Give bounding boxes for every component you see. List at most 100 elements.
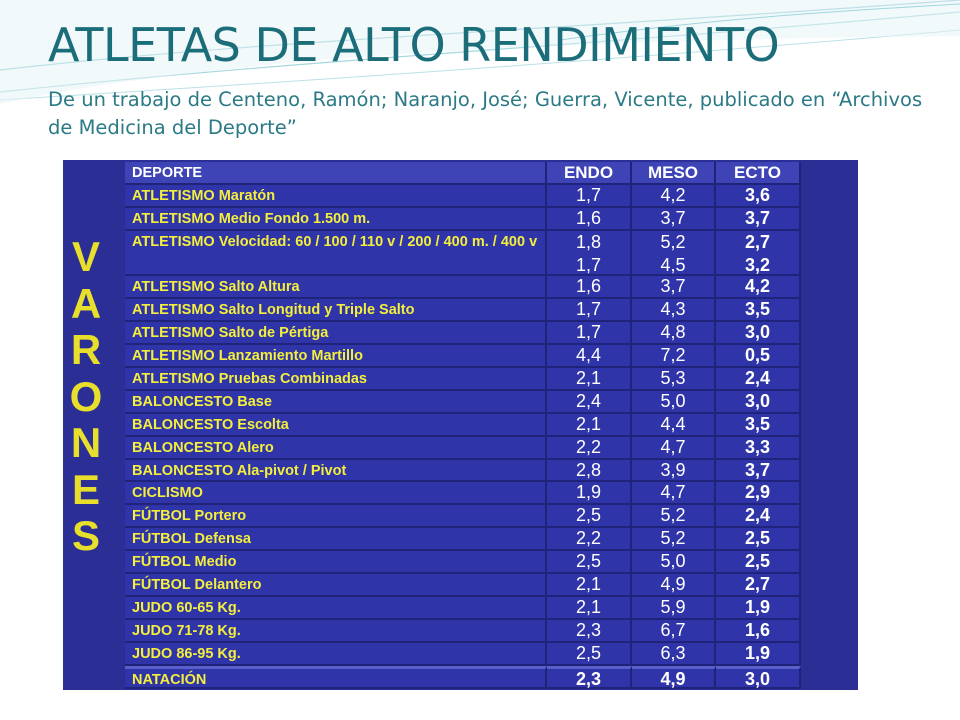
- endo-cell: 1,7: [547, 322, 632, 346]
- endo-cell: 2,5: [547, 551, 632, 575]
- sport-cell: NATACIÓN: [125, 665, 547, 689]
- ecto-cell: 3,7: [716, 207, 801, 231]
- endo-cell: 2,4: [547, 390, 632, 414]
- sport-cell: ATLETISMO Lanzamiento Martillo: [125, 345, 547, 369]
- ecto-cell: 2,7 3,2: [716, 230, 801, 277]
- sport-cell: JUDO 60-65 Kg.: [125, 596, 547, 620]
- ecto-cell: 3,7: [716, 459, 801, 483]
- sport-cell: BALONCESTO Base: [125, 390, 547, 414]
- meso-cell: 5,9: [632, 596, 716, 620]
- meso-cell: 5,2 4,5: [632, 230, 716, 277]
- meso-cell: 3,7: [632, 207, 716, 231]
- sport-cell: CICLISMO: [125, 482, 547, 506]
- sport-cell: FÚTBOL Medio: [125, 551, 547, 575]
- header-ecto: ECTO: [716, 162, 801, 185]
- meso-cell: 7,2: [632, 345, 716, 369]
- meso-cell: 6,3: [632, 642, 716, 666]
- header-endo: ENDO: [547, 162, 632, 185]
- page-title: ATLETAS DE ALTO RENDIMIENTO: [48, 18, 780, 72]
- meso-cell: 4,9: [632, 574, 716, 597]
- endo-cell: 2,1: [547, 368, 632, 391]
- endo-cell: 2,1: [547, 413, 632, 437]
- sport-cell: BALONCESTO Ala-pivot / Pivot: [125, 459, 547, 483]
- endo-cell: 2,5: [547, 642, 632, 666]
- sport-cell: JUDO 86-95 Kg.: [125, 642, 547, 666]
- ecto-cell: 2,4: [716, 505, 801, 529]
- ecto-cell: 0,5: [716, 345, 801, 369]
- meso-cell: 4,7: [632, 482, 716, 506]
- ecto-cell: 2,5: [716, 551, 801, 575]
- meso-cell: 5,2: [632, 528, 716, 552]
- vertical-letter: S: [71, 512, 100, 559]
- endo-value: 1,8: [575, 231, 602, 252]
- ecto-cell: 3,3: [716, 436, 801, 460]
- meso-cell: 5,0: [632, 390, 716, 414]
- ecto-cell: 2,9: [716, 482, 801, 506]
- sport-cell: ATLETISMO Salto Altura: [125, 276, 547, 300]
- meso-cell: 5,0: [632, 551, 716, 575]
- sport-cell: ATLETISMO Salto de Pértiga: [125, 322, 547, 346]
- header-sport: DEPORTE: [125, 162, 547, 185]
- ecto-cell: 3,6: [716, 184, 801, 208]
- page-subtitle: De un trabajo de Centeno, Ramón; Naranjo…: [48, 88, 923, 139]
- vertical-letter: N: [70, 419, 102, 466]
- decorative-swoosh: [0, 0, 960, 104]
- meso-cell: 5,3: [632, 368, 716, 391]
- ecto-value: 2,7: [744, 231, 771, 252]
- meso-cell: 4,2: [632, 184, 716, 208]
- endo-cell: 2,3: [547, 619, 632, 643]
- ecto-cell: 1,6: [716, 619, 801, 643]
- vertical-letter: R: [70, 326, 102, 373]
- sport-cell: ATLETISMO Pruebas Combinadas: [125, 368, 547, 391]
- vertical-letter: O: [69, 372, 103, 420]
- sport-cell: ATLETISMO Maratón: [125, 184, 547, 208]
- vertical-letter: A: [70, 279, 102, 327]
- endo-cell: 2,2: [547, 436, 632, 460]
- ecto-value: 3,2: [744, 254, 771, 275]
- ecto-cell: 3,5: [716, 413, 801, 437]
- meso-cell: 4,7: [632, 436, 716, 460]
- sport-cell: ATLETISMO Medio Fondo 1.500 m.: [125, 207, 547, 231]
- sport-cell: FÚTBOL Delantero: [125, 574, 547, 597]
- sport-cell: ATLETISMO Velocidad: 60 / 100 / 110 v / …: [125, 230, 547, 277]
- endo-cell: 1,8 1,7: [547, 230, 632, 277]
- endo-cell: 1,6: [547, 207, 632, 231]
- ecto-cell: 1,9: [716, 642, 801, 666]
- sport-cell: BALONCESTO Escolta: [125, 413, 547, 437]
- endo-cell: 1,7: [547, 299, 632, 323]
- sport-cell: JUDO 71-78 Kg.: [125, 619, 547, 643]
- sport-cell: BALONCESTO Alero: [125, 436, 547, 460]
- meso-cell: 4,4: [632, 413, 716, 437]
- ecto-cell: 3,0: [716, 390, 801, 414]
- endo-cell: 2,8: [547, 459, 632, 483]
- meso-cell: 4,8: [632, 322, 716, 346]
- meso-cell: 3,9: [632, 459, 716, 483]
- meso-cell: 4,9: [632, 665, 716, 689]
- ecto-cell: 2,7: [716, 574, 801, 597]
- header-meso: MESO: [632, 162, 716, 185]
- meso-cell: 4,3: [632, 299, 716, 323]
- endo-cell: 2,1: [547, 574, 632, 597]
- meso-cell: 3,7: [632, 276, 716, 300]
- meso-value: 4,5: [660, 254, 686, 275]
- ecto-cell: 4,2: [716, 276, 801, 300]
- endo-value: 1,7: [575, 254, 602, 275]
- ecto-cell: 3,0: [716, 322, 801, 346]
- meso-cell: 5,2: [632, 505, 716, 529]
- endo-cell: 4,4: [547, 345, 632, 369]
- endo-cell: 1,7: [547, 184, 632, 208]
- endo-cell: 2,5: [547, 505, 632, 529]
- ecto-cell: 2,5: [716, 528, 801, 552]
- endo-cell: 2,3: [547, 665, 632, 689]
- vertical-letter: E: [71, 465, 100, 513]
- meso-cell: 6,7: [632, 619, 716, 643]
- ecto-cell: 2,4: [716, 368, 801, 391]
- endo-cell: 2,1: [547, 596, 632, 620]
- ecto-cell: 3,0: [716, 665, 801, 689]
- endo-cell: 1,9: [547, 482, 632, 506]
- meso-value: 5,2: [660, 231, 686, 252]
- vertical-letter: V: [71, 233, 100, 280]
- sport-cell: ATLETISMO Salto Longitud y Triple Salto: [125, 299, 547, 323]
- endo-cell: 1,6: [547, 276, 632, 300]
- sport-cell: FÚTBOL Defensa: [125, 528, 547, 552]
